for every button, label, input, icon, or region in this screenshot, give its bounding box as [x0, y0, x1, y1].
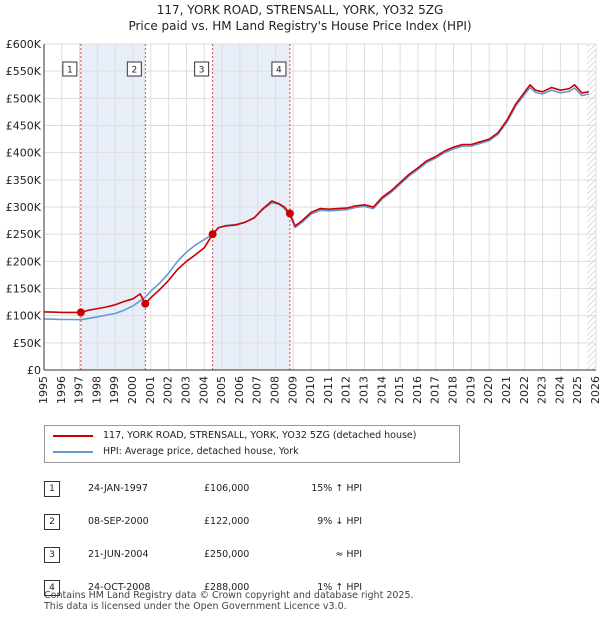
table-row: 2 08-SEP-2000 £122,000 9% ↓ HPI — [44, 505, 362, 538]
y-tick-label: £200K — [6, 255, 42, 268]
sale-label-box — [62, 61, 78, 77]
x-tick-label: 2000 — [126, 376, 139, 404]
legend-swatch-hpi — [53, 451, 93, 453]
legend-label-property: 117, YORK ROAD, STRENSALL, YORK, YO32 5Z… — [103, 430, 417, 441]
sale-label-text: 4 — [276, 66, 282, 76]
sale-point — [285, 209, 294, 218]
sale-label-box — [194, 61, 210, 77]
y-tick-label: £150K — [6, 283, 42, 296]
footer-licence: This data is licensed under the Open Gov… — [44, 601, 347, 612]
transaction-number-badge: 4 — [44, 579, 60, 596]
x-tick-label: 2012 — [340, 376, 353, 404]
property-series-line — [43, 84, 590, 314]
transaction-number-badge: 2 — [44, 513, 60, 530]
x-tick-label: 2025 — [571, 376, 584, 404]
transaction-price: £288,000 — [204, 582, 250, 593]
x-tick-label: 2017 — [429, 376, 442, 404]
transaction-number-badge: 1 — [44, 480, 60, 497]
x-tick-label: 1996 — [55, 376, 68, 404]
sale-point — [141, 299, 150, 308]
sale-label-text: 1 — [67, 66, 73, 76]
transaction-date: 24-JAN-1997 — [88, 483, 148, 494]
x-tick-label: 2015 — [393, 376, 406, 404]
price-chart: 1 2 3 4 £0 £50K £100K £150K £200K £250K £300K £350… — [6, 38, 600, 404]
transaction-hpi: 15% ↑ HPI — [311, 483, 362, 494]
footer-copyright: Contains HM Land Registry data © Crown c… — [44, 590, 414, 601]
transaction-price: £106,000 — [204, 483, 250, 494]
x-tick-label: 2016 — [411, 376, 424, 404]
x-tick-label: 2007 — [251, 376, 264, 404]
transaction-price: £122,000 — [204, 516, 250, 527]
x-tick-label: 2005 — [215, 376, 228, 404]
footer: Contains HM Land Registry data © Crown c… — [44, 590, 414, 612]
y-tick-label: £500K — [6, 92, 42, 105]
y-tick-label: £100K — [6, 310, 42, 323]
legend-swatch-property — [53, 435, 93, 437]
legend: 117, YORK ROAD, STRENSALL, YORK, YO32 5Z… — [44, 425, 460, 463]
transaction-hpi: ≈ HPI — [335, 549, 362, 560]
x-tick-label: 2014 — [375, 376, 388, 404]
y-tick-label: £50K — [13, 337, 42, 350]
chart-title: 117, YORK ROAD, STRENSALL, YORK, YO32 5Z… — [156, 3, 444, 17]
x-tick-label: 2009 — [286, 376, 299, 404]
x-tick-label: 2023 — [536, 376, 549, 404]
x-tick-label: 1998 — [90, 376, 103, 404]
y-tick-label: £0 — [27, 364, 41, 377]
x-tick-label: 2018 — [447, 376, 460, 404]
transaction-date: 24-OCT-2008 — [88, 582, 151, 593]
sale-point — [76, 308, 85, 317]
x-tick-label: 2008 — [268, 376, 281, 404]
transactions-table: 1 24-JAN-1997 £106,000 15% ↑ HPI 2 08-SE… — [44, 472, 362, 604]
table-row: 3 21-JUN-2004 £250,000 ≈ HPI — [44, 538, 362, 571]
x-tick-label: 2022 — [518, 376, 531, 404]
x-tick-label: 2013 — [358, 376, 371, 404]
sale-point — [208, 230, 217, 239]
x-tick-label: 2006 — [233, 376, 246, 404]
y-tick-label: £250K — [6, 228, 42, 241]
transaction-date: 08-SEP-2000 — [88, 516, 149, 527]
x-tick-label: 1999 — [108, 376, 121, 404]
x-tick-label: 2003 — [179, 376, 192, 404]
y-tick-label: £350K — [6, 174, 42, 187]
x-tick-label: 2010 — [304, 376, 317, 404]
x-tick-label: 2026 — [589, 376, 600, 404]
transaction-price: £250,000 — [204, 549, 250, 560]
transaction-date: 21-JUN-2004 — [88, 549, 149, 560]
x-tick-label: 2021 — [500, 376, 513, 404]
sale-label-box — [126, 61, 142, 77]
sale-label-box — [271, 61, 287, 77]
x-tick-label: 2002 — [162, 376, 175, 404]
chart-subtitle: Price paid vs. HM Land Registry's House … — [128, 19, 472, 33]
y-tick-label: £300K — [6, 201, 42, 214]
x-tick-label: 1995 — [37, 376, 50, 404]
x-tick-label: 2004 — [197, 376, 210, 404]
sale-label-text: 3 — [199, 66, 205, 76]
transaction-number-badge: 3 — [44, 546, 60, 563]
transaction-hpi: 1% ↑ HPI — [317, 582, 362, 593]
x-tick-label: 2024 — [553, 376, 566, 404]
y-tick-label: £600K — [6, 38, 42, 51]
x-tick-label: 2019 — [464, 376, 477, 404]
transaction-hpi: 9% ↓ HPI — [317, 516, 362, 527]
x-tick-label: 2011 — [322, 376, 335, 404]
x-tick-label: 2020 — [482, 376, 495, 404]
x-tick-label: 2001 — [144, 376, 157, 404]
y-tick-label: £450K — [6, 120, 42, 133]
y-tick-label: £400K — [6, 147, 42, 160]
x-tick-label: 1997 — [73, 376, 86, 404]
sale-label-text: 2 — [131, 66, 137, 76]
table-row: 4 24-OCT-2008 £288,000 1% ↑ HPI — [44, 571, 362, 604]
table-row: 1 24-JAN-1997 £106,000 15% ↑ HPI — [44, 472, 362, 505]
y-tick-label: £550K — [6, 65, 42, 78]
legend-label-hpi: HPI: Average price, detached house, York — [103, 446, 299, 457]
